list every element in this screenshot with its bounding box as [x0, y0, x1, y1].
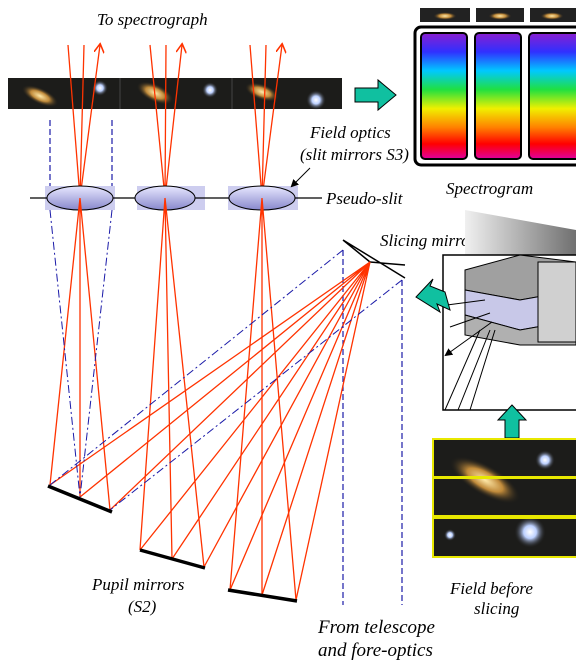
- pupil-mirrors: [47, 484, 298, 603]
- label: slicing: [474, 599, 519, 618]
- arrow: [354, 78, 397, 112]
- label: Field before: [449, 579, 533, 598]
- rays: [49, 197, 403, 601]
- arrow: [415, 278, 451, 314]
- label: Spectrogram: [446, 179, 533, 198]
- label: To spectrograph: [97, 10, 208, 29]
- label: (slit mirrors S3): [300, 145, 409, 164]
- slicer-block: [443, 210, 576, 411]
- input-beam: [342, 250, 403, 605]
- label: Field optics: [309, 123, 391, 142]
- slicing-mirror: [342, 239, 406, 279]
- arrow: [496, 404, 528, 439]
- field-optics: [30, 167, 322, 211]
- guide: [49, 120, 113, 186]
- label: Pseudo-slit: [325, 189, 404, 208]
- label: (S2): [128, 597, 157, 616]
- label: Pupil mirrors: [91, 575, 185, 594]
- field-image: [432, 438, 576, 558]
- label: From telescope: [317, 617, 435, 638]
- spectrogram: [413, 8, 576, 167]
- output-rays: [67, 45, 282, 199]
- label: and fore-optics: [318, 640, 433, 661]
